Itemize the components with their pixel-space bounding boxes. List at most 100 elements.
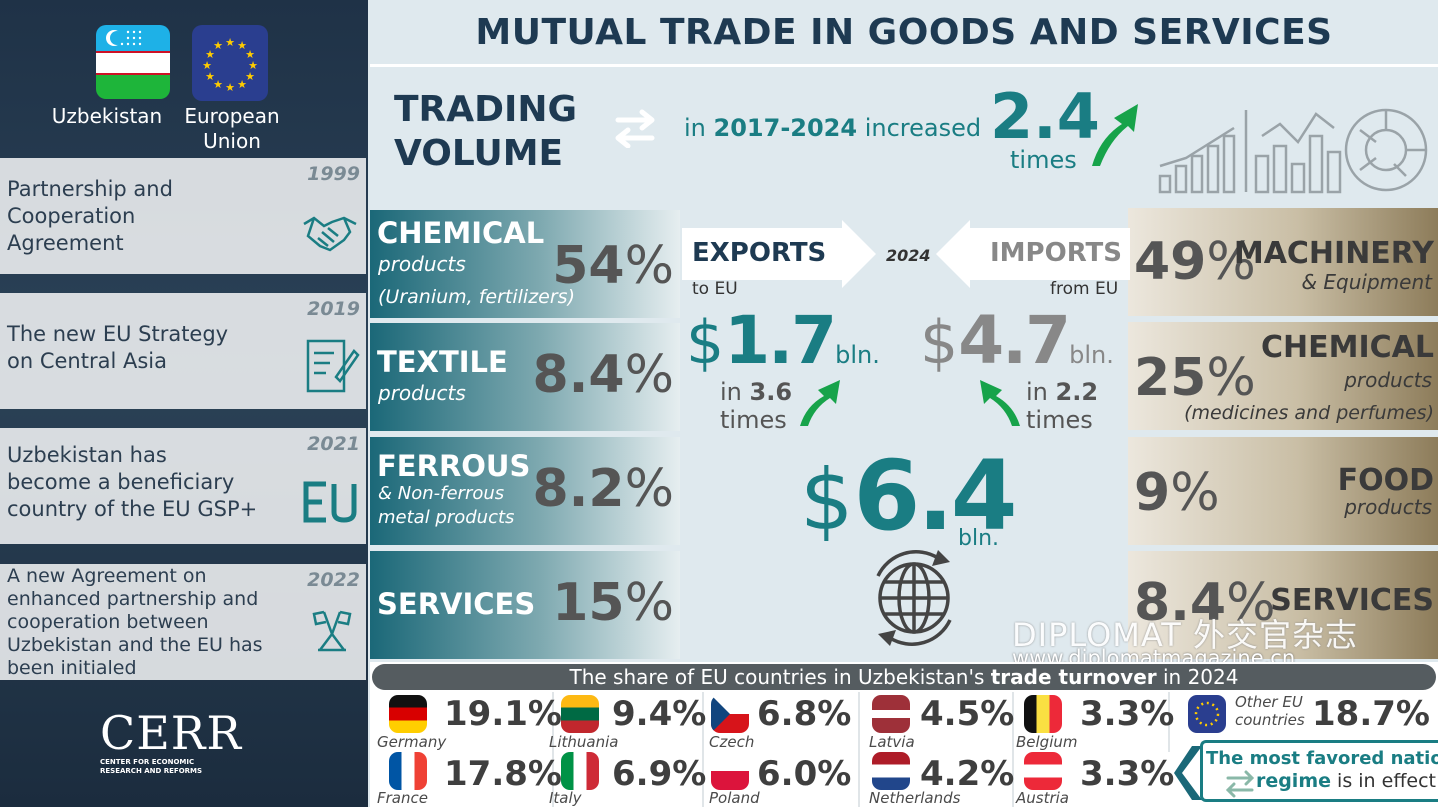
export-sector-services: SERVICES 15%	[370, 551, 680, 659]
country-pct: 6.0%	[757, 754, 852, 794]
other-eu-label: Other EU countries	[1235, 693, 1305, 729]
trading-volume-title: TRADING VOLUME	[394, 89, 578, 174]
import-sector-services: 8.4% SERVICES	[1128, 551, 1438, 659]
milestone-2019: The new EU Strategy on Central Asia 2019	[0, 293, 366, 409]
country-name: Italy	[549, 789, 582, 807]
country-pct: 19.1%	[444, 694, 562, 734]
mfn-line2: regime is in effect	[1255, 770, 1436, 792]
column-divider	[1012, 692, 1014, 807]
document-pen-icon	[306, 339, 360, 393]
country-pct: 6.9%	[612, 754, 707, 794]
exports-label: EXPORTS	[692, 238, 827, 268]
imports-source: from EU	[1050, 279, 1119, 299]
total-unit: bln.	[958, 526, 1000, 551]
imports-growth-arrow-icon	[980, 380, 1020, 426]
share-header: The share of EU countries in Uzbekistan'…	[372, 664, 1436, 690]
other-eu-pct: 18.7%	[1312, 694, 1430, 734]
handshake-icon	[303, 216, 357, 252]
milestone-text: The new EU Strategy on Central Asia	[7, 322, 229, 373]
country-name: Austria	[1016, 789, 1069, 807]
imports-arrow-shape	[936, 220, 1130, 288]
country-name: Latvia	[869, 733, 915, 751]
svg-text:★: ★	[205, 48, 215, 61]
milestone-2022: A new Agreement on enhanced partnership a…	[0, 564, 366, 680]
logo-line1: CENTER FOR ECONOMIC	[100, 758, 195, 766]
exports-value: $1.7bln.	[686, 302, 880, 379]
milestone-year: 2022	[307, 569, 360, 591]
exports-growth: in 3.6	[720, 378, 793, 406]
mfn-line1: The most favored nation	[1206, 748, 1438, 769]
trading-times: times	[1010, 146, 1077, 174]
exports-arrow-shape	[682, 220, 876, 288]
svg-text:★: ★	[205, 70, 215, 83]
eu-flag-small-icon	[1188, 695, 1226, 733]
globe-exchange-icon	[876, 550, 952, 646]
chevron-left-icon	[1174, 746, 1202, 800]
eu-letters-icon	[303, 481, 357, 523]
country-name: France	[377, 789, 428, 807]
trading-period: in 2017-2024 increased	[684, 114, 982, 142]
title-divider	[370, 64, 1438, 67]
svg-text:★: ★	[237, 78, 247, 91]
column-divider	[858, 692, 860, 807]
milestone-1999: Partnership and Cooperation Agreement 1999	[0, 158, 366, 274]
svg-text:★: ★	[245, 70, 255, 83]
flag-poland-icon	[711, 752, 749, 790]
milestone-text: Uzbekistan has become a beneficiary countr…	[7, 443, 258, 521]
milestone-2021: Uzbekistan has become a beneficiary countr…	[0, 428, 366, 544]
mfn-exchange-icon	[1225, 770, 1255, 798]
svg-text:★: ★	[225, 36, 235, 49]
svg-text:★: ★	[245, 48, 255, 61]
exports-growth-arrow-icon	[800, 380, 840, 426]
milestone-text: Partnership and Cooperation Agreement	[7, 177, 173, 255]
flag-netherlands-icon	[872, 752, 910, 790]
flag-italy-icon	[561, 752, 599, 790]
svg-text:★: ★	[213, 78, 223, 91]
page-title: MUTUAL TRADE IN GOODS AND SERVICES	[475, 12, 1333, 53]
svg-text:★: ★	[225, 81, 235, 94]
flag-belgium-icon	[1024, 695, 1062, 733]
flags-stand-icon	[312, 610, 352, 652]
milestone-text: A new Agreement on enhanced partnership a…	[7, 565, 263, 679]
milestone-year: 2021	[307, 433, 360, 455]
eu-flag-icon: ★ ★ ★ ★ ★ ★ ★ ★ ★ ★ ★ ★	[192, 25, 268, 101]
country-name: Belgium	[1016, 733, 1078, 751]
export-sector-textile: TEXTILE products 8.4%	[370, 323, 680, 431]
column-divider	[552, 692, 554, 807]
country-pct: 6.8%	[757, 694, 852, 734]
imports-label: IMPORTS	[990, 238, 1123, 268]
country-name: Netherlands	[869, 789, 961, 807]
country-name: Czech	[709, 733, 755, 751]
country-pct: 17.8%	[444, 754, 562, 794]
cerr-logo: CERR CENTER FOR ECONOMIC RESEARCH AND RE…	[100, 708, 242, 776]
country-name: Germany	[377, 733, 447, 751]
imports-value: $4.7bln.	[920, 302, 1114, 379]
column-divider	[1168, 692, 1170, 752]
svg-text:★: ★	[248, 59, 258, 72]
milestone-year: 2019	[307, 298, 360, 320]
exports-destination: to EU	[692, 279, 738, 299]
flag-czech-icon	[711, 695, 749, 733]
export-sector-chemical: CHEMICAL products (Uranium, fertilizers)…	[370, 210, 680, 318]
flag-austria-icon	[1024, 752, 1062, 790]
svg-text:★: ★	[213, 39, 223, 52]
sidebar: ★ ★ ★ ★ ★ ★ ★ ★ ★ ★ ★ ★ Uzbekistan European Union P…	[0, 0, 368, 807]
svg-text:★: ★	[237, 39, 247, 52]
exchange-arrows-icon	[615, 109, 655, 148]
country-pct: 9.4%	[612, 694, 707, 734]
flag-latvia-icon	[872, 695, 910, 733]
export-sector-ferrous: FERROUS & Non-ferrous metal products 8.2…	[370, 437, 680, 545]
imports-growth: in 2.2	[1026, 378, 1099, 406]
import-sector-chemical: 25% CHEMICAL products (medicines and per…	[1128, 322, 1438, 430]
growth-arrow-icon	[1092, 104, 1138, 166]
country-label-eu: European Union	[184, 104, 280, 153]
svg-text:★: ★	[202, 59, 212, 72]
mfn-badge	[1200, 740, 1438, 802]
total-value: $6.4	[800, 440, 1018, 552]
logo-name: CERR	[100, 706, 243, 760]
country-name: Poland	[709, 789, 760, 807]
country-pct: 3.3%	[1080, 694, 1175, 734]
import-sector-machinery: 49% MACHINERY & Equipment	[1128, 208, 1438, 316]
country-pct: 4.2%	[920, 754, 1015, 794]
column-divider	[702, 692, 704, 807]
